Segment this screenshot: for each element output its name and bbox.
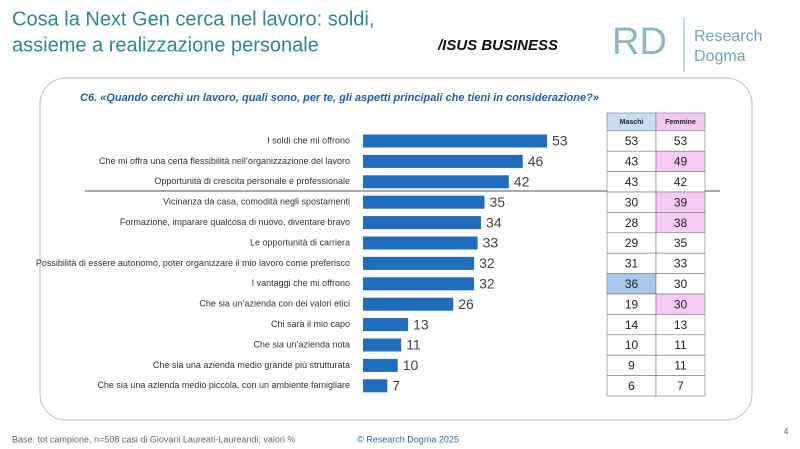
page-number: 4	[783, 426, 788, 436]
category-label: Formazione, imparare qualcosa di nuovo, …	[120, 217, 350, 227]
table-value: 53	[625, 134, 639, 148]
category-label: Opportunità di crescita personale e prof…	[154, 176, 350, 186]
partner-logo: /ISUS BUSINESS	[437, 37, 558, 54]
table-value: 30	[674, 297, 688, 311]
table-value: 35	[674, 236, 688, 250]
category-label: Le opportunità di carriera	[250, 237, 350, 247]
bar	[363, 236, 478, 250]
table-value: 43	[625, 175, 639, 189]
value-label: 13	[413, 316, 429, 332]
chart-title: C6. «Quando cerchi un lavoro, quali sono…	[80, 92, 599, 104]
bar	[363, 195, 485, 209]
bar	[363, 358, 398, 372]
table-value: 31	[625, 257, 639, 271]
table-value: 38	[674, 216, 688, 230]
value-label: 53	[552, 133, 568, 149]
table-value: 30	[625, 195, 639, 209]
bar	[363, 256, 475, 270]
value-label: 10	[403, 357, 419, 373]
value-label: 34	[486, 214, 502, 230]
category-label: Che sia un’azienda nota	[253, 339, 350, 349]
footer-base: Base: tot campione, n=508 casi di Giovan…	[12, 434, 295, 444]
table-cell	[655, 375, 706, 397]
footer-copyright: © Research Dogma 2025	[357, 434, 459, 444]
table-value: 11	[674, 338, 687, 352]
table-value: 11	[674, 359, 687, 373]
value-label: 33	[483, 235, 499, 251]
table-header: Femmine	[665, 119, 696, 126]
bar	[363, 277, 475, 291]
category-label: Possibilità di essere autonomo, poter or…	[36, 258, 350, 268]
brand-line: Research	[694, 28, 762, 45]
bar	[363, 297, 454, 311]
title-line: Cosa la Next Gen cerca nel lavoro: soldi…	[12, 8, 374, 30]
table-value: 14	[625, 318, 639, 332]
bar	[363, 318, 409, 332]
category-label: Che sia una azienda medio piccola, con u…	[97, 380, 350, 390]
category-label: Vicinanza da casa, comodità negli sposta…	[163, 197, 350, 207]
value-label: 32	[479, 276, 495, 292]
table-value: 39	[674, 195, 688, 209]
bar	[363, 379, 388, 393]
table-value: 19	[625, 297, 639, 311]
category-label: Che mi offra una certa flessibilità nell…	[99, 156, 350, 166]
value-label: 42	[514, 174, 530, 190]
value-label: 7	[392, 378, 400, 394]
category-label: Chi sarà il mio capo	[271, 319, 350, 329]
bar	[363, 338, 402, 352]
table-value: 49	[674, 155, 688, 169]
category-label: I vantaggi che mi offrono	[252, 278, 350, 288]
table-value: 30	[674, 277, 688, 291]
table-value: 28	[625, 216, 639, 230]
category-label: Che sia un’azienda con dei valori etici	[199, 299, 350, 309]
title-line: assieme a realizzazione personale	[12, 34, 319, 56]
value-label: 46	[528, 153, 544, 169]
table-value: 43	[625, 155, 639, 169]
brand-mark: RD	[612, 21, 667, 63]
category-label: I soldi che mi offrono	[267, 135, 350, 145]
table-value: 13	[674, 318, 688, 332]
bar	[363, 175, 509, 189]
table-value: 6	[628, 379, 635, 393]
value-label: 26	[458, 296, 474, 312]
table-value: 53	[674, 134, 688, 148]
table-value: 7	[677, 379, 684, 393]
bar	[363, 216, 482, 230]
table-value: 9	[628, 359, 635, 373]
category-label: Che sia una azienda medio grande più str…	[153, 360, 350, 370]
value-label: 35	[490, 194, 506, 210]
value-label: 11	[406, 337, 421, 353]
table-value: 33	[674, 257, 688, 271]
bar	[363, 134, 547, 148]
panel	[39, 77, 753, 421]
table-header: Maschi	[620, 119, 644, 126]
value-label: 32	[479, 255, 495, 271]
brand-line: Dogma	[694, 48, 746, 65]
bar	[363, 154, 523, 168]
table-value: 42	[674, 175, 688, 189]
table-value: 36	[625, 277, 639, 291]
table-value: 10	[625, 338, 639, 352]
table-value: 29	[625, 236, 639, 250]
